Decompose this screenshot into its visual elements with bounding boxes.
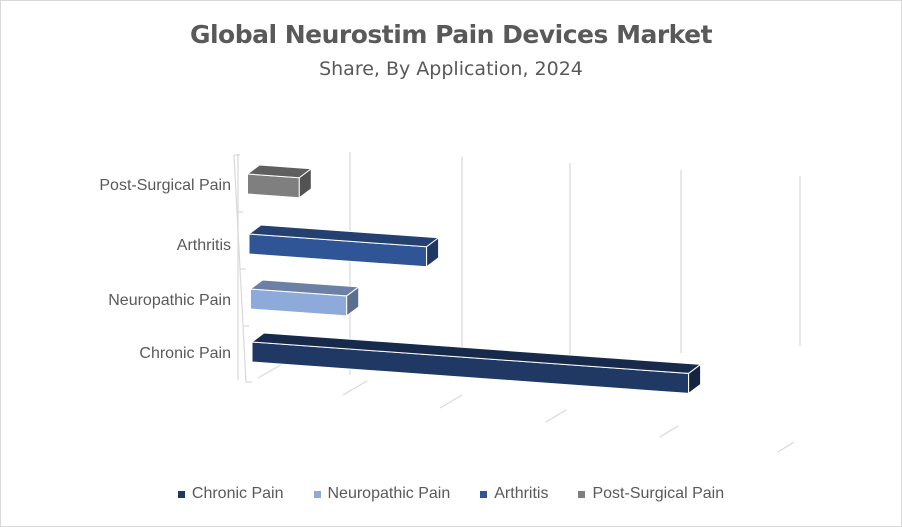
bar-end-0: [688, 363, 702, 395]
floor-gridline: [439, 394, 463, 409]
legend-swatch: [313, 490, 321, 498]
floor-gridline: [342, 380, 368, 396]
legend: Chronic Pain Neuropathic Pain Arthritis Pos…: [0, 485, 902, 503]
bar-end-3: [298, 167, 312, 199]
legend-swatch: [480, 490, 488, 498]
legend-item: Neuropathic Pain: [313, 485, 451, 503]
floor-gridline: [545, 409, 567, 423]
bar-end-2: [426, 236, 440, 268]
legend-swatch: [177, 490, 185, 498]
legend-label: Neuropathic Pain: [327, 485, 451, 502]
legend-swatch: [578, 490, 586, 498]
legend-item: Chronic Pain: [177, 485, 284, 503]
legend-item: Arthritis: [480, 485, 548, 503]
floor-gridline: [659, 425, 679, 438]
category-label: Arthritis: [177, 237, 231, 254]
category-label: Chronic Pain: [139, 345, 231, 362]
category-label: Post-Surgical Pain: [99, 177, 231, 194]
floor-gridline: [777, 441, 795, 453]
chart-title: Global Neurostim Pain Devices Market: [189, 20, 713, 49]
legend-label: Post-Surgical Pain: [592, 485, 725, 502]
floor-gridline: [257, 362, 285, 379]
bar-end-1: [346, 285, 360, 317]
axis-line: [233, 154, 247, 383]
legend-label: Arthritis: [494, 485, 549, 502]
chart-subtitle: Share, By Application, 2024: [319, 58, 583, 80]
category-label: Neuropathic Pain: [108, 292, 231, 309]
legend-label: Chronic Pain: [191, 485, 284, 502]
legend-item: Post-Surgical Pain: [578, 485, 724, 503]
